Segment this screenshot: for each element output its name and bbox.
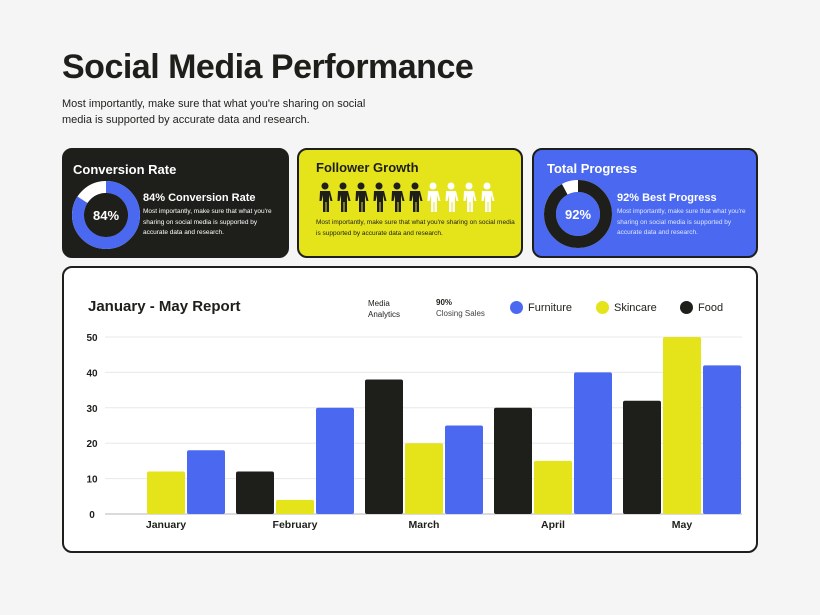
page-title: Social Media Performance [62,48,474,86]
person-icon [337,182,351,212]
person-icon [319,182,333,212]
legend-swatch [596,301,609,314]
chart-title: January - May Report [88,298,241,315]
legend-swatch [510,301,523,314]
card-heading: 92% Best Progress [617,192,717,204]
card-title: Follower Growth [316,160,419,175]
person-icon [463,182,477,212]
stat-value: 90% [436,298,453,307]
progress-donut: 92% [544,180,612,248]
card-heading: 84% Conversion Rate [143,192,256,204]
media-analytics-label: Media Analytics [368,299,401,319]
person-icon [391,182,405,212]
card-text: Most importantly, make sure that what yo… [316,219,515,237]
legend-label: Furniture [528,301,573,314]
legend-food: Food [680,301,723,314]
donut-center [84,193,128,237]
donut-label: 84% [93,208,119,223]
legend-skincare: Skincare [596,301,657,314]
card-text: Most importantly, make sure that what yo… [143,208,272,236]
page-subtitle: Most importantly, make sure that what yo… [62,98,366,126]
person-icon [409,182,423,212]
report-panel: January - May Report Media Analytics 90%… [62,266,758,553]
person-icon [481,182,495,212]
card-title: Total Progress [547,161,638,176]
follower-growth-card: Follower Growth Most importantly, make s… [297,148,523,258]
person-icon [445,182,459,212]
conversion-rate-card: Conversion Rate 84% 84% Conversion Rate … [62,148,289,258]
person-icon [355,182,369,212]
total-progress-card: Total Progress 92% 92% Best Progress Mos… [532,148,758,258]
follower-icons [317,182,495,214]
legend-label: Food [698,301,724,314]
card-text: Most importantly, make sure that what yo… [617,208,746,236]
donut-center [556,192,600,236]
legend-label: Skincare [614,301,657,314]
legend-furniture: Furniture [510,301,572,314]
person-icon [427,182,441,212]
conversion-donut: 84% [72,181,140,249]
stat-label: Closing Sales [436,309,485,318]
person-icon [373,182,387,212]
legend-swatch [680,301,693,314]
donut-label: 92% [565,207,591,222]
donut-fill [544,180,612,248]
card-title: Conversion Rate [73,162,177,177]
donut-fill [72,181,140,249]
